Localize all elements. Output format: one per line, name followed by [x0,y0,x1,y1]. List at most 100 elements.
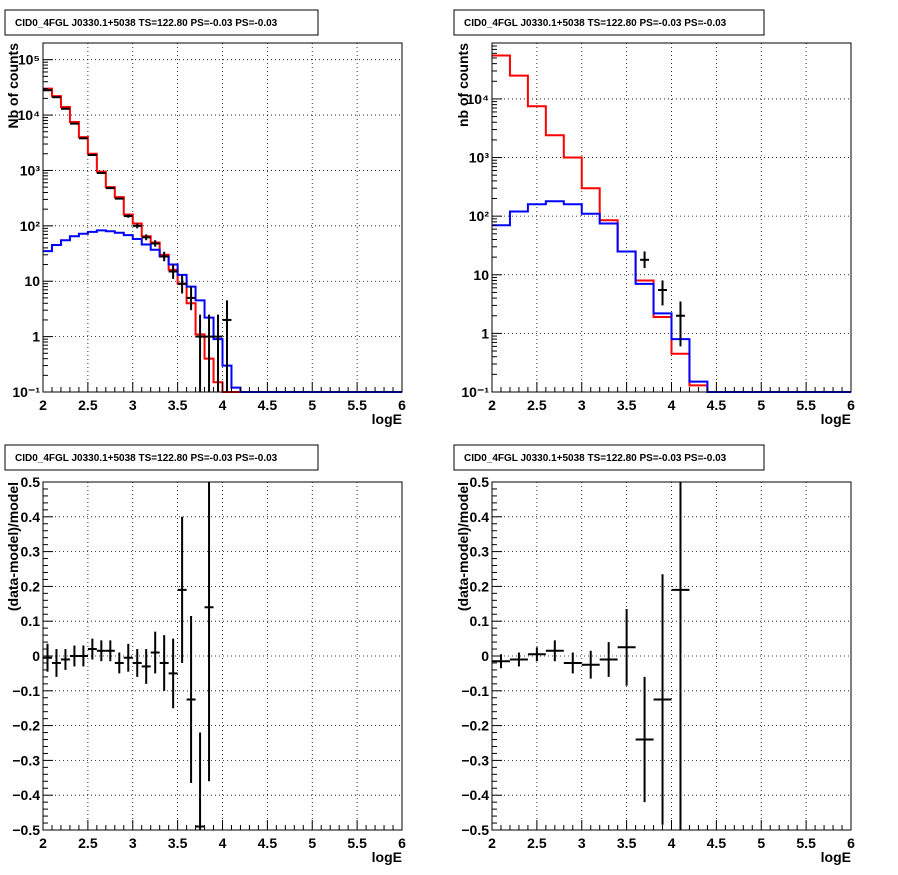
data-point [43,643,52,672]
x-tick-label: 3.5 [617,835,637,851]
x-tick-label: 5.5 [347,397,367,413]
y-tick-label: 10² [469,208,490,224]
x-tick-label: 3 [129,835,137,851]
y-tick-label: −0.4 [461,787,489,803]
data-point [581,650,600,679]
y-tick-label: 0.4 [21,509,41,525]
data-point [132,649,142,677]
data-point [123,643,133,672]
data-points [43,482,214,830]
y-tick-label: 0.4 [470,509,490,525]
data-point [213,314,223,392]
data-point [150,631,160,674]
data-points [640,251,685,347]
data-point [114,197,124,200]
x-tick-label: 2 [39,397,47,413]
data-point [195,314,205,392]
y-tick-label: 0.1 [21,613,41,629]
data-point [51,96,61,99]
y-axis: −0.5 −0.4 −0.3 −0.2 −0.1 0 0.1 0.2 0.3 0.4 0.5(dat… [455,474,502,838]
data-point [509,652,528,667]
data-point [617,609,636,686]
data-points [492,482,690,830]
y-tick-label: −0.2 [12,718,40,734]
y-tick-label: 0.5 [470,474,490,490]
y-tick-label: 0 [32,648,40,664]
data-point [653,574,672,825]
x-tick-label: 3.5 [617,397,637,413]
y-tick-label: 0 [481,648,489,664]
data-point [168,264,178,279]
data-point [204,482,214,782]
data-point [114,652,124,674]
y-tick-label: −0.1 [461,683,489,699]
y-tick-label: 10² [20,218,41,234]
y-tick-label: −0.1 [12,683,40,699]
chart-title: CID0_4FGL J0330.1+5038 TS=122.80 PS=-0.0… [15,453,278,464]
x-tick-label: 4 [219,397,227,413]
x-tick-label: 5.5 [347,835,367,851]
y-axis-label: nb of counts [455,43,471,127]
data-point [195,732,205,830]
x-tick-label: 4 [668,835,676,851]
x-tick-label: 4.5 [707,835,727,851]
chart-panel-2: CID0_4FGL J0330.1+5038 TS=122.80 PS=-0.0… [453,9,855,427]
data-point [105,187,115,190]
data-point [222,300,232,392]
y-tick-label: 0.1 [470,613,490,629]
y-tick-label: 1 [32,329,40,345]
title-box [453,9,765,36]
x-tick-label: 4.5 [707,397,727,413]
x-tick-label: 3 [578,397,586,413]
data-point [599,642,618,677]
data-point [141,649,151,684]
y-tick-label: 10⁻¹ [12,384,40,400]
y-tick-label: 10⁴ [18,107,41,123]
data-point [527,647,546,662]
data-point [204,314,214,392]
data-points [43,89,232,392]
chart-title: CID0_4FGL J0330.1+5038 TS=122.80 PS=-0.0… [15,18,278,29]
data-point [186,615,196,784]
chart-title: CID0_4FGL J0330.1+5038 TS=122.80 PS=-0.0… [464,18,727,29]
y-tick-label: −0.5 [461,822,489,838]
x-tick-label: 4.5 [258,835,278,851]
data-point [96,171,106,174]
x-tick-label: 5 [757,397,765,413]
x-axis-label: logE [821,411,851,427]
data-point [545,640,564,662]
y-tick-label: 0.5 [21,474,41,490]
grid [492,482,851,830]
y-tick-label: −0.2 [461,718,489,734]
data-point [492,654,510,669]
data-point [51,649,61,677]
x-axis-label: logE [372,849,402,865]
x-tick-label: 4.5 [258,397,278,413]
x-tick-label: 3.5 [168,835,188,851]
data-point [658,280,668,306]
title-box [453,444,765,471]
x-tick-label: 3 [578,835,586,851]
y-tick-label: −0.4 [12,787,40,803]
x-tick-label: 5 [757,835,765,851]
data-point [563,652,582,674]
data-point [132,223,142,229]
x-tick-label: 6 [398,397,406,413]
data-point [675,301,685,347]
y-tick-label: −0.5 [12,822,40,838]
data-point [186,286,196,311]
x-tick-label: 5 [308,397,316,413]
y-axis-label: (data-model)/model [455,482,471,611]
chart-panel-1: CID0_4FGL J0330.1+5038 TS=122.80 PS=-0.0… [4,9,406,427]
x-tick-label: 6 [847,397,855,413]
data-point [150,240,160,247]
data-point [159,251,169,262]
title-box [4,9,319,36]
x-tick-label: 5 [308,835,316,851]
data-point [96,640,106,662]
x-tick-label: 6 [398,835,406,851]
